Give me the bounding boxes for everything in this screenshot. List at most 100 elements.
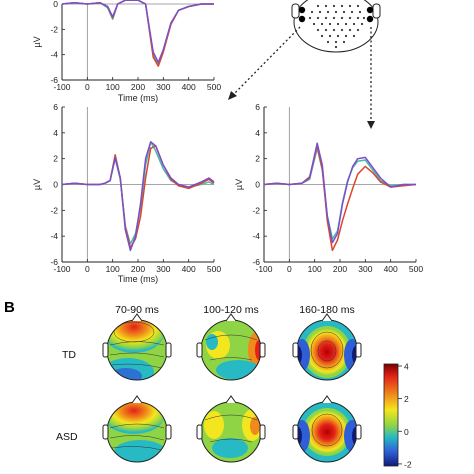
y-tick-label: -2: [50, 205, 58, 215]
electrode-dot: [348, 28, 352, 32]
x-tick-label: 500: [207, 264, 221, 274]
y-tick-label: 4: [53, 128, 58, 138]
series-line-1: [61, 0, 214, 64]
highlight-electrode-right-lower: [366, 15, 374, 23]
electrode-dot: [334, 45, 338, 49]
x-tick-label: 300: [358, 264, 372, 274]
electrode-dot: [316, 16, 320, 20]
map-row-label-asd: ASD: [56, 431, 78, 443]
electrode-dot: [340, 28, 344, 32]
left-ear: [291, 3, 300, 19]
y-axis-label: µV: [32, 179, 42, 190]
topomap-asd-100-120: [196, 395, 266, 463]
electrode-dot: [332, 4, 336, 8]
topomap-td-70-90: [102, 313, 172, 381]
series-line-2: [61, 145, 215, 249]
series-line-1: [263, 142, 416, 244]
panel-b-letter: B: [4, 299, 15, 316]
series-line-2: [61, 0, 214, 67]
electrode-dot: [356, 28, 360, 32]
x-tick-label: -100: [255, 264, 272, 274]
y-tick-label: -6: [50, 257, 58, 267]
map-col-title-3: 160-180 ms: [299, 304, 354, 316]
y-tick-label: 2: [53, 154, 58, 164]
y-tick-label: 4: [255, 128, 260, 138]
electrode-dot: [358, 10, 362, 14]
highlight-electrode-left: [298, 6, 306, 14]
x-tick-label: 400: [182, 82, 196, 92]
series-line-2: [263, 145, 417, 252]
colorbar-tick-label: 0: [404, 427, 409, 437]
x-tick-label: 200: [131, 264, 145, 274]
x-tick-label: 100: [106, 82, 120, 92]
electrode-dot: [310, 10, 314, 14]
electrode-dot: [340, 4, 344, 8]
x-tick-label: 0: [85, 82, 90, 92]
x-tick-label: 0: [287, 264, 292, 274]
map-col-title-2: 100-120 ms: [203, 304, 258, 316]
series-line-3: [263, 147, 416, 240]
chart-middle-right: -100 0 100 200 300 400 500 -6 -4 -2 0 2 4 6 µV: [234, 102, 423, 274]
y-tick-label: -4: [50, 231, 58, 241]
x-tick-label: 500: [207, 82, 221, 92]
colorbar-tick-label: 2: [404, 394, 409, 404]
y-tick-label: -4: [50, 50, 58, 60]
x-tick-label: -100: [53, 264, 70, 274]
electrode-dot: [334, 40, 338, 44]
x-tick-label: 200: [333, 264, 347, 274]
y-tick-label: 0: [255, 180, 260, 190]
electrode-head-diagram: [291, 0, 381, 53]
x-tick-label: -100: [53, 82, 70, 92]
electrode-dot: [328, 34, 332, 38]
y-tick-label: 6: [53, 102, 58, 112]
chart-middle-left: -100 0 100 200 300 400 500 -6 -4 -2 0 2 4 6 Time (ms) µ…: [32, 102, 221, 284]
y-tick-label: -2: [50, 24, 58, 34]
y-tick-label: 2: [255, 154, 260, 164]
y-tick-label: -4: [252, 231, 260, 241]
x-tick-label: 200: [131, 82, 145, 92]
electrode-dot: [352, 22, 356, 26]
right-ear: [372, 3, 381, 19]
electrode-dot: [328, 22, 332, 26]
y-axis-label: µV: [234, 179, 244, 190]
x-tick-label: 100: [106, 264, 120, 274]
x-tick-label: 500: [409, 264, 423, 274]
y-tick-label: 0: [53, 0, 58, 9]
chart-top-left: -100 0 100 200 300 400 500 -6 -4 -2 0 Time (ms) µV: [32, 0, 221, 103]
electrode-dot: [342, 10, 346, 14]
highlight-electrode-left-lower: [298, 15, 306, 23]
colorbar-ticks: 4 2 0 -2: [398, 362, 412, 469]
electrode-dot: [332, 16, 336, 20]
electrode-dot: [356, 4, 360, 8]
x-axis-label: Time (ms): [118, 93, 158, 103]
electrode-dot: [326, 40, 330, 44]
electrode-dot: [350, 10, 354, 14]
y-tick-label: 6: [255, 102, 260, 112]
map-col-title-1: 70-90 ms: [115, 304, 159, 316]
electrode-dot: [344, 22, 348, 26]
x-tick-label: 0: [85, 264, 90, 274]
electrode-dot: [332, 28, 336, 32]
electrode-dot: [326, 10, 330, 14]
arrow-down-head: [367, 121, 375, 129]
electrode-dot: [340, 16, 344, 20]
electrode-dot: [336, 34, 340, 38]
electrode-dot: [324, 28, 328, 32]
electrode-dot: [344, 34, 348, 38]
y-tick-label: -6: [50, 75, 58, 85]
electrode-dot: [316, 4, 320, 8]
colorbar-gradient: [383, 363, 399, 467]
topomap-asd-160-180: [292, 395, 362, 463]
y-tick-label: -6: [252, 257, 260, 267]
electrode-dot: [334, 10, 338, 14]
y-tick-label: -2: [252, 205, 260, 215]
electrode-dot: [320, 34, 324, 38]
electrode-dot: [312, 22, 316, 26]
arrow-left-head: [228, 91, 237, 100]
arrow-left-line: [231, 26, 301, 97]
x-tick-label: 300: [156, 82, 170, 92]
colorbar: 4 2 0 -2: [383, 362, 412, 469]
electrode-dot: [324, 16, 328, 20]
electrode-dot: [316, 28, 320, 32]
electrode-dot: [336, 22, 340, 26]
